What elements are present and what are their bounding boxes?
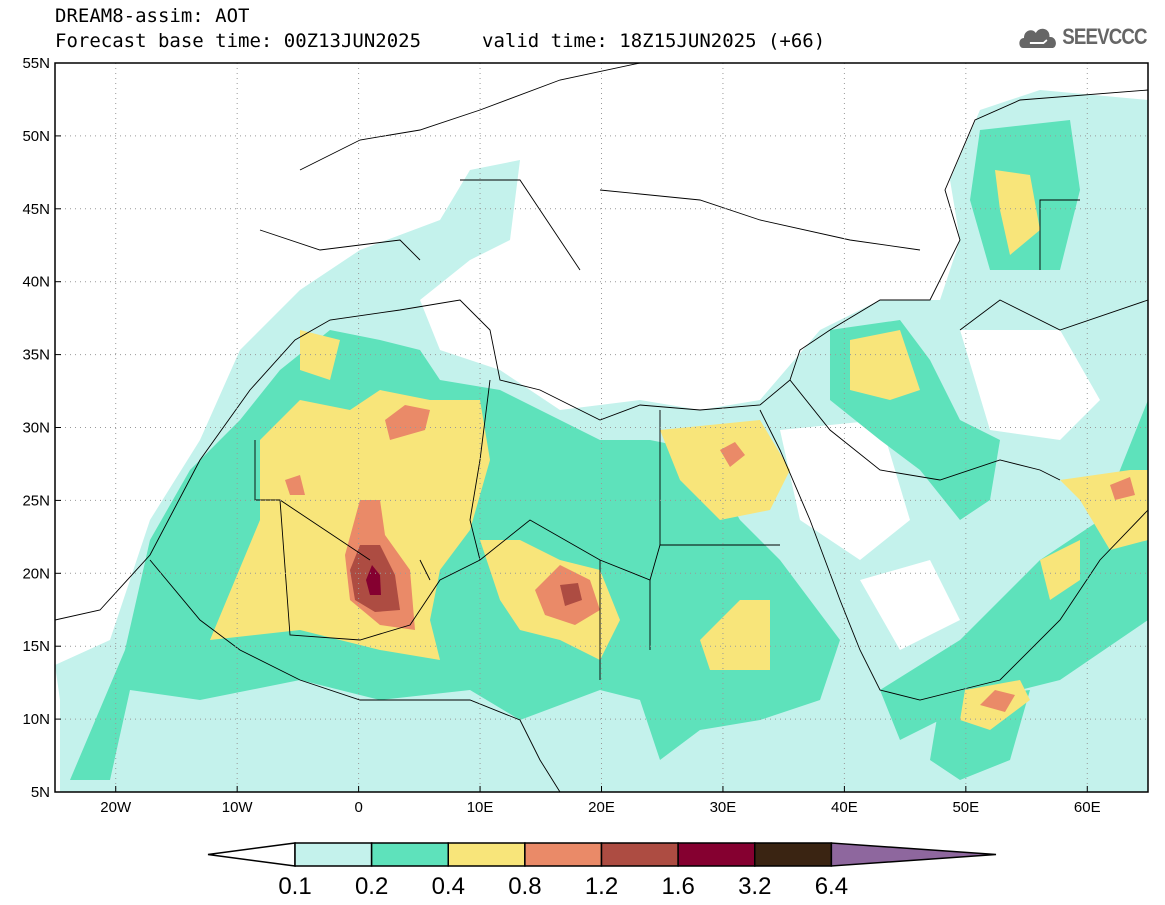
lat-label: 50N <box>22 128 50 145</box>
lat-label: 40N <box>22 274 50 291</box>
lon-label: 30E <box>710 799 737 816</box>
colorbar-swatch <box>524 842 603 867</box>
lon-label: 10W <box>222 799 254 816</box>
lat-label: 20N <box>22 565 50 582</box>
lon-label: 0 <box>354 799 362 816</box>
lon-label: 50E <box>952 799 979 816</box>
colorbar-label: 0.1 <box>278 873 311 900</box>
colorbar: 0.1 0.2 0.4 0.8 1.2 1.6 3.2 6.4 <box>207 842 997 900</box>
product-title: DREAM8-assim: AOT <box>55 5 250 27</box>
aot-band-1.2-1.6 <box>350 545 582 612</box>
colorbar-swatch <box>600 842 679 867</box>
forecast-base-time: Forecast base time: 00Z13JUN2025 <box>55 30 422 52</box>
aot-band-0.2-0.4 <box>70 120 1148 780</box>
colorbar-swatch <box>370 842 449 867</box>
aot-band-1.6-3.2 <box>366 565 381 595</box>
aot-band-0.4-0.8 <box>210 170 1148 730</box>
lon-label: 20W <box>100 799 132 816</box>
cloud-icon <box>1019 28 1056 48</box>
colorbar-swatch <box>677 842 756 867</box>
colorbar-under-triangle <box>207 842 296 867</box>
colorbar-label: 0.4 <box>432 873 465 900</box>
graticule <box>55 63 1148 792</box>
lat-label: 35N <box>22 347 50 364</box>
coastlines-borders <box>55 63 1148 792</box>
colorbar-swatch <box>754 842 833 867</box>
lat-label: 10N <box>22 711 50 728</box>
colorbar-label: 3.2 <box>738 873 771 900</box>
colorbar-label: 1.6 <box>661 873 694 900</box>
lon-label: 40E <box>831 799 858 816</box>
valid-time: valid time: 18Z15JUN2025 (+66) <box>482 30 826 52</box>
lat-label: 15N <box>22 638 50 655</box>
colorbar-label: 0.2 <box>355 873 388 900</box>
lat-label: 5N <box>31 784 50 801</box>
logo-text: SEEVCCC <box>1062 24 1147 49</box>
colorbar-swatch <box>447 842 526 867</box>
colorbar-label: 1.2 <box>585 873 618 900</box>
lon-label: 20E <box>588 799 615 816</box>
seevccc-logo: SEEVCCC <box>1018 24 1148 50</box>
colorbar-label: 0.8 <box>508 873 541 900</box>
lon-label: 60E <box>1074 799 1101 816</box>
lon-label: 10E <box>467 799 494 816</box>
axis-labels: 5N 10N 15N 20N 25N 30N 35N 40N 45N 50N 55N 20W 10W 0 1… <box>22 55 1100 816</box>
aot-field <box>55 63 1148 792</box>
lat-label: 45N <box>22 201 50 218</box>
lat-label: 55N <box>22 55 50 72</box>
colorbar-label: 6.4 <box>815 873 848 900</box>
aot-band-0.1-0.2-north <box>780 330 1100 650</box>
lat-label: 25N <box>22 492 50 509</box>
lat-label: 30N <box>22 420 50 437</box>
colorbar-swatch <box>294 842 373 867</box>
colorbar-over-triangle <box>830 842 997 867</box>
